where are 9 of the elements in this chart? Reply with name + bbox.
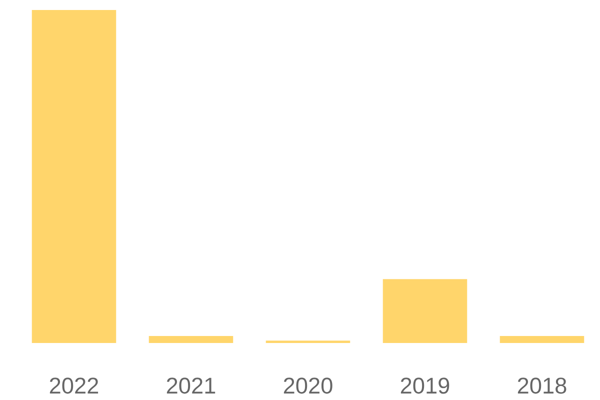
x-tick-label: 2022 — [50, 378, 98, 394]
bar — [32, 10, 116, 343]
x-tick-label: 2018 — [518, 378, 566, 394]
x-tick-label: 2021 — [166, 378, 216, 394]
x-tick-label: 2019 — [400, 378, 450, 394]
bar — [148, 336, 234, 343]
x-tick-label: 2020 — [284, 378, 332, 394]
bar — [382, 279, 468, 343]
bar — [500, 336, 584, 343]
